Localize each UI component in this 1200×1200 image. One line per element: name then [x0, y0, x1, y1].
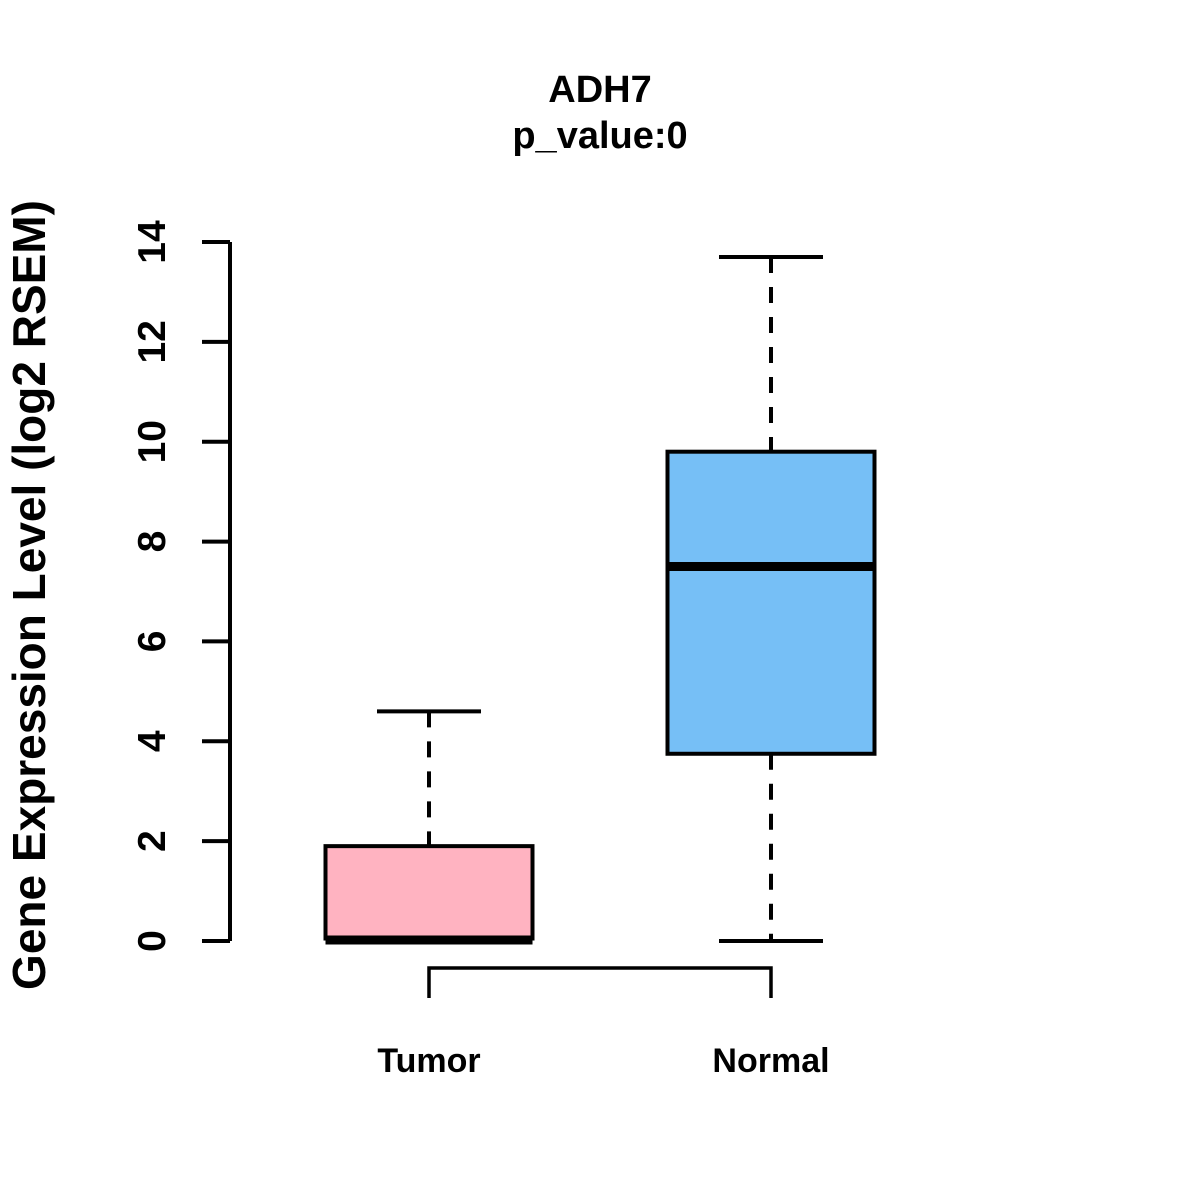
y-tick-label: 8: [131, 531, 174, 553]
x-category-label-tumor: Tumor: [377, 1042, 480, 1080]
y-axis-label: Gene Expression Level (log2 RSEM): [3, 200, 55, 990]
y-tick-label: 12: [131, 320, 174, 363]
y-tick-label: 2: [131, 830, 174, 852]
box-tumor: [323, 844, 535, 941]
chart-title: ADH7: [548, 69, 652, 111]
y-tick-label: 6: [131, 631, 174, 653]
x-category-label-normal: Normal: [712, 1042, 829, 1080]
y-tick-label: 14: [131, 220, 174, 264]
y-tick-label: 0: [131, 930, 174, 952]
y-tick-label: 10: [131, 420, 174, 463]
x-axis-bracket: [427, 966, 773, 998]
box-normal: [665, 449, 877, 756]
y-tick-label: 4: [131, 730, 174, 752]
chart-subtitle: p_value:0: [512, 115, 688, 157]
